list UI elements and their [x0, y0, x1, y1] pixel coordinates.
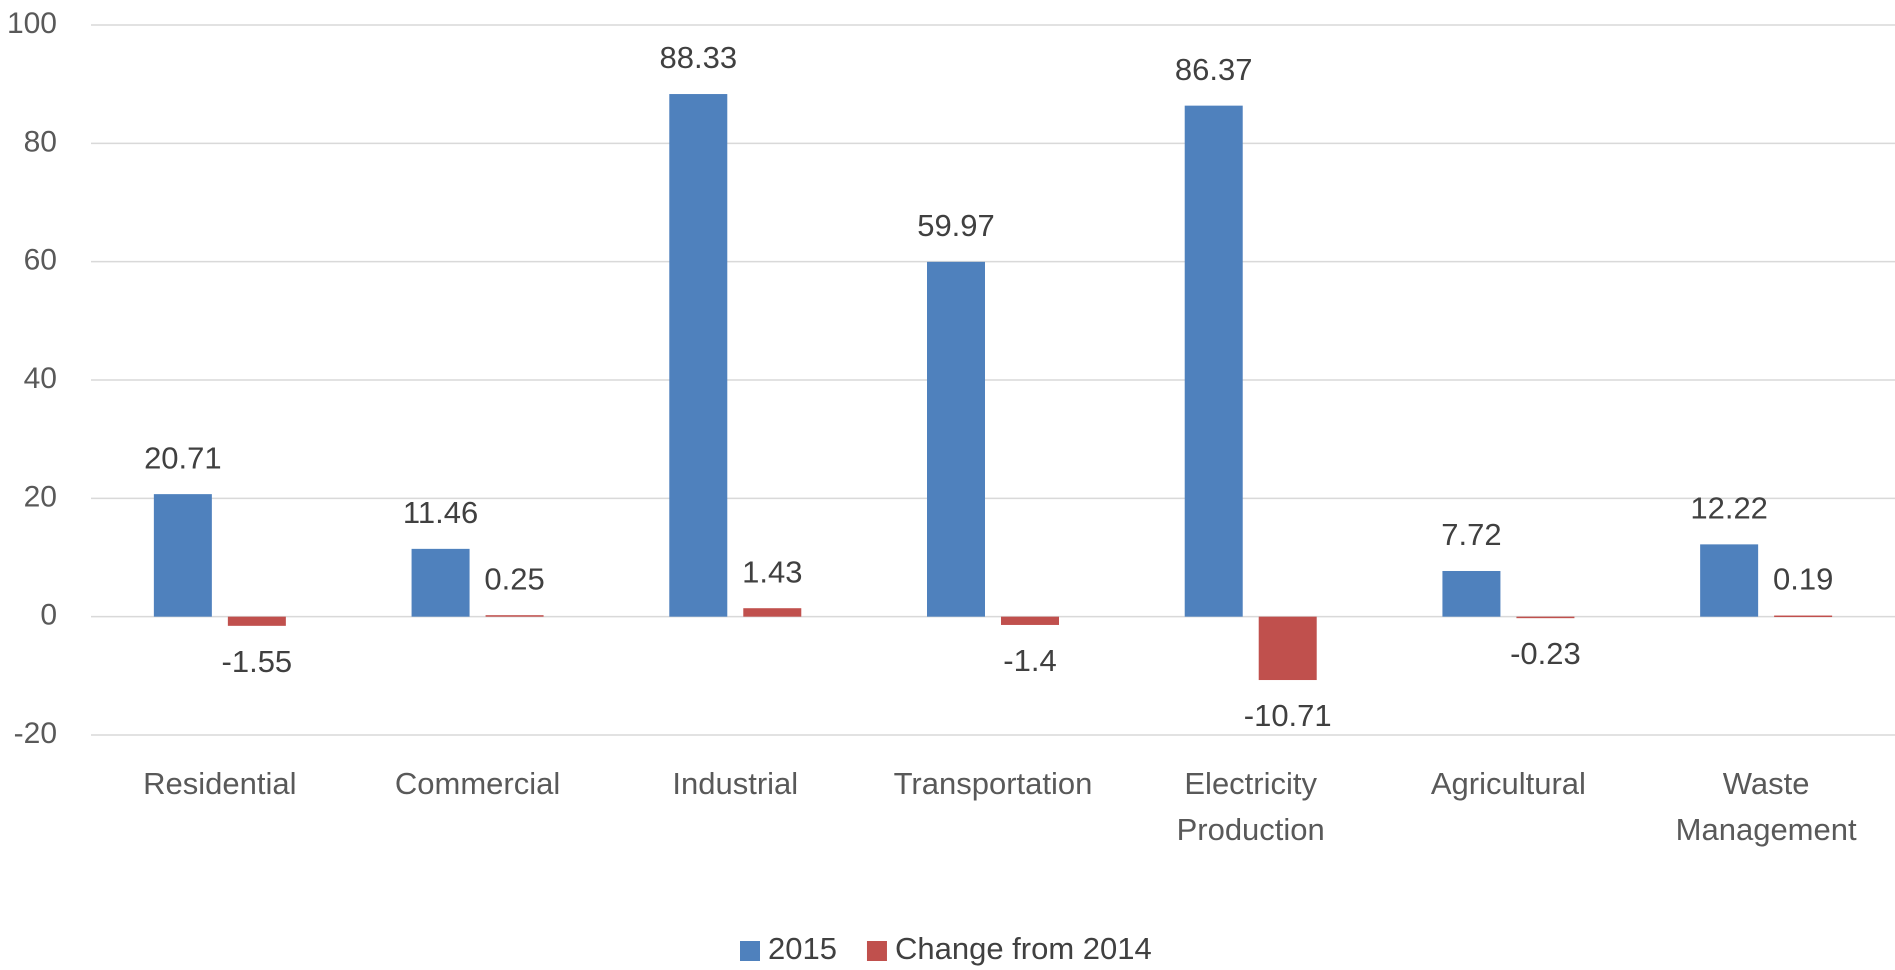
bar	[1442, 570, 1501, 617]
x-tick-label: Commercial	[394, 766, 561, 801]
data-label: 88.33	[659, 40, 737, 75]
y-tick-label: 100	[7, 7, 57, 40]
data-label: 20.71	[144, 440, 222, 475]
y-tick-label: 60	[24, 244, 57, 277]
x-tick-label: Electricity Production	[1176, 766, 1325, 847]
y-tick-label: -20	[14, 717, 57, 750]
data-label: 0.25	[484, 561, 544, 596]
bar	[669, 94, 728, 617]
legend-swatch	[866, 941, 887, 961]
x-tick-label: Waste Management	[1675, 766, 1857, 847]
x-tick-label: Industrial	[672, 766, 799, 801]
bar	[1516, 616, 1575, 619]
data-label: -1.4	[1003, 643, 1056, 678]
y-tick-label: 40	[24, 362, 57, 395]
bar	[1700, 544, 1759, 617]
data-label: -1.55	[222, 644, 293, 679]
bar	[411, 548, 470, 617]
bar	[1001, 616, 1059, 625]
bar	[1774, 615, 1833, 618]
bar	[227, 616, 286, 626]
data-label: 12.22	[1690, 491, 1768, 526]
legend-swatch	[740, 941, 760, 961]
data-label: 86.37	[1175, 52, 1253, 87]
data-label: 1.43	[742, 554, 802, 589]
y-tick-label: 20	[24, 480, 57, 513]
bar	[1258, 616, 1317, 681]
y-tick-label: 80	[24, 125, 57, 158]
data-label: -10.71	[1244, 698, 1332, 733]
x-tick-label: Agricultural	[1430, 766, 1586, 801]
bar	[927, 261, 985, 617]
y-tick-label: 0	[40, 599, 57, 632]
data-label: 59.97	[917, 208, 995, 243]
data-label: 0.19	[1773, 562, 1833, 597]
bar	[743, 608, 802, 617]
data-label: -0.23	[1510, 636, 1581, 671]
bar	[153, 494, 212, 617]
bar	[485, 615, 544, 617]
bar	[1184, 105, 1243, 617]
legend-label: Change from 2014	[895, 931, 1152, 966]
x-tick-label: Transportation	[893, 766, 1093, 801]
x-tick-label: Residential	[143, 766, 297, 801]
data-label: 11.46	[403, 495, 478, 530]
data-label: 7.72	[1441, 517, 1501, 552]
legend-label: 2015	[768, 931, 837, 966]
